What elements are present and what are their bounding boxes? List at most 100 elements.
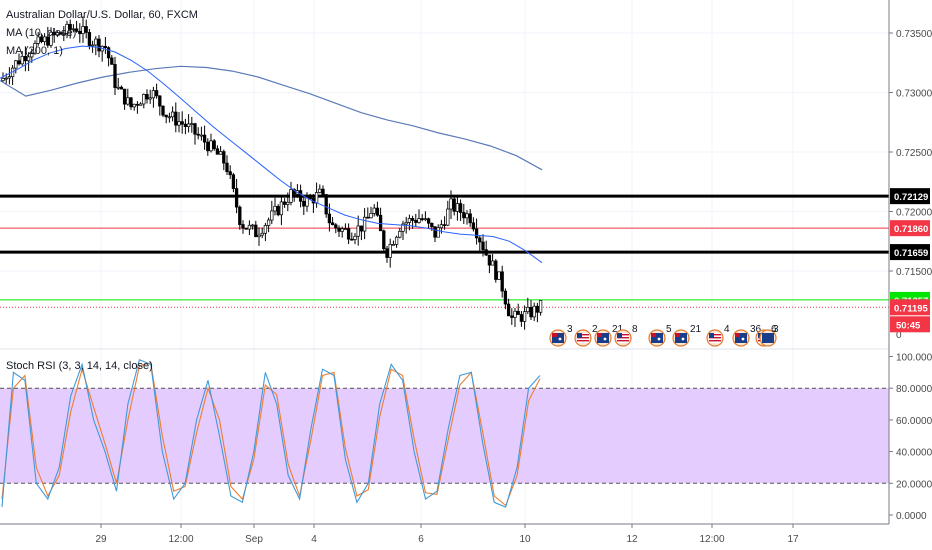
- candle[interactable]: [151, 86, 156, 108]
- candle[interactable]: [321, 185, 325, 198]
- candle[interactable]: [106, 46, 111, 67]
- candle[interactable]: [510, 308, 514, 325]
- candle[interactable]: [423, 211, 428, 222]
- candle[interactable]: [241, 220, 245, 234]
- candle[interactable]: [122, 88, 127, 110]
- ma-fast-legend[interactable]: MA (10, close): [6, 27, 77, 39]
- economic-event-markers[interactable]: 3 2 21 8 5 21 4 36 36: [549, 324, 779, 347]
- candle[interactable]: [135, 101, 140, 114]
- candle[interactable]: [68, 19, 72, 39]
- candle[interactable]: [190, 116, 194, 133]
- candle[interactable]: [39, 33, 44, 44]
- candle[interactable]: [20, 51, 24, 66]
- event-marker[interactable]: 6: [759, 324, 777, 347]
- candle[interactable]: [532, 302, 536, 322]
- candle[interactable]: [7, 67, 12, 85]
- candle[interactable]: [506, 298, 511, 317]
- candle[interactable]: [359, 225, 364, 241]
- candle[interactable]: [164, 114, 168, 124]
- candle[interactable]: [94, 36, 98, 56]
- candle[interactable]: [433, 226, 437, 243]
- candle[interactable]: [161, 105, 165, 118]
- candle[interactable]: [382, 229, 386, 253]
- candle[interactable]: [17, 53, 21, 66]
- candle[interactable]: [465, 210, 469, 225]
- candle[interactable]: [129, 97, 133, 110]
- candle[interactable]: [97, 35, 101, 58]
- candle[interactable]: [318, 184, 322, 194]
- candle[interactable]: [375, 201, 380, 217]
- candle[interactable]: [206, 138, 210, 156]
- candle[interactable]: [103, 36, 108, 54]
- candle[interactable]: [65, 20, 69, 39]
- symbol-title[interactable]: Australian Dollar/U.S. Dollar, 60, FXCM: [6, 9, 198, 21]
- horizontal-level-lines[interactable]: [0, 194, 889, 308]
- candle[interactable]: [481, 234, 485, 257]
- stoch-rsi-legend[interactable]: Stoch RSI (3, 3, 14, 14, close): [6, 360, 153, 372]
- candle[interactable]: [231, 172, 236, 193]
- candle[interactable]: [279, 195, 284, 226]
- candle[interactable]: [372, 204, 376, 217]
- candle[interactable]: [196, 127, 200, 140]
- candle[interactable]: [362, 208, 367, 240]
- candle[interactable]: [385, 245, 389, 263]
- candle[interactable]: [260, 227, 264, 239]
- candle[interactable]: [142, 93, 146, 109]
- candle[interactable]: [401, 220, 405, 241]
- candle[interactable]: [356, 215, 360, 246]
- candle[interactable]: [452, 195, 456, 216]
- candle[interactable]: [286, 192, 290, 212]
- candle[interactable]: [218, 146, 223, 155]
- candle[interactable]: [298, 184, 303, 208]
- candle[interactable]: [535, 302, 540, 323]
- candle[interactable]: [420, 214, 424, 222]
- candle[interactable]: [225, 155, 229, 175]
- candle[interactable]: [334, 223, 338, 234]
- candle[interactable]: [257, 227, 261, 246]
- event-marker[interactable]: 4: [706, 324, 730, 347]
- candle[interactable]: [289, 181, 293, 206]
- candle[interactable]: [154, 83, 159, 99]
- candle[interactable]: [538, 300, 543, 316]
- candle[interactable]: [490, 253, 495, 266]
- price-axis[interactable]: 0.73500 0.73000 0.72500 0.72000 0.71500 0: [889, 29, 932, 341]
- candle[interactable]: [500, 265, 504, 298]
- candle[interactable]: [324, 193, 328, 218]
- candle[interactable]: [110, 55, 114, 65]
- candle[interactable]: [36, 32, 40, 46]
- candle[interactable]: [26, 52, 31, 72]
- event-marker[interactable]: 21: [672, 324, 702, 347]
- event-marker[interactable]: 2: [574, 324, 598, 347]
- candle[interactable]: [273, 197, 277, 216]
- candle[interactable]: [471, 217, 476, 232]
- candle[interactable]: [337, 225, 341, 237]
- candle[interactable]: [145, 89, 149, 104]
- event-marker[interactable]: 8: [614, 324, 638, 347]
- candle[interactable]: [113, 56, 117, 96]
- candle[interactable]: [14, 59, 18, 74]
- candle[interactable]: [519, 311, 524, 327]
- candle[interactable]: [193, 122, 197, 145]
- candle[interactable]: [513, 307, 517, 327]
- event-marker[interactable]: 5: [648, 324, 672, 347]
- candle[interactable]: [346, 223, 351, 245]
- candle[interactable]: [369, 206, 373, 219]
- candle[interactable]: [49, 27, 53, 48]
- candle[interactable]: [74, 20, 79, 33]
- candle[interactable]: [126, 88, 130, 106]
- candle[interactable]: [33, 40, 37, 55]
- candle[interactable]: [494, 259, 498, 283]
- candle[interactable]: [46, 26, 50, 48]
- candle[interactable]: [462, 203, 466, 225]
- candle[interactable]: [474, 218, 479, 245]
- candle[interactable]: [215, 145, 220, 155]
- candle[interactable]: [138, 102, 143, 106]
- candle[interactable]: [478, 235, 482, 253]
- candle[interactable]: [503, 288, 508, 310]
- candle[interactable]: [42, 33, 47, 46]
- candle[interactable]: [238, 205, 242, 230]
- candle[interactable]: [10, 65, 15, 85]
- candle[interactable]: [487, 254, 492, 274]
- candle[interactable]: [522, 305, 527, 330]
- candle[interactable]: [119, 85, 124, 90]
